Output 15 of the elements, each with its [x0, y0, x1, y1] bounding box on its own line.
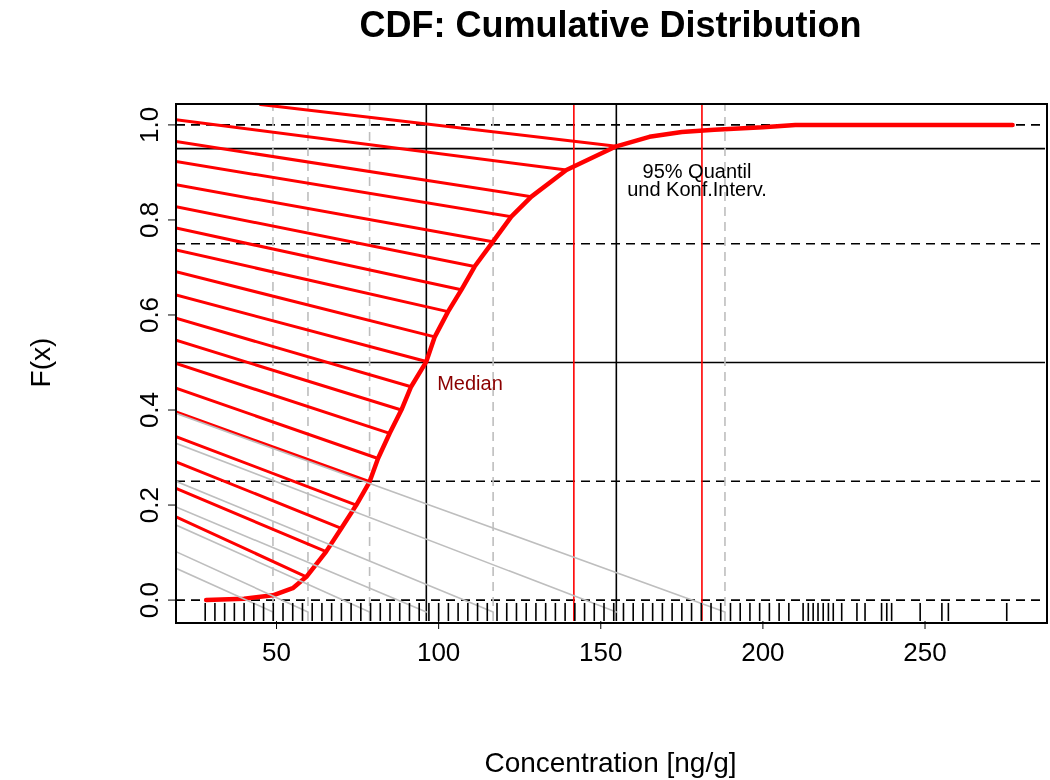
- y-tick-label: 0.2: [134, 486, 164, 524]
- annotation: Median: [437, 372, 503, 394]
- x-tick-label: 50: [262, 637, 291, 667]
- x-tick-label: 250: [903, 637, 947, 667]
- y-tick-label: 0.8: [134, 201, 164, 239]
- y-tick-label: 1.0: [134, 106, 164, 143]
- y-tick-label: 0.4: [134, 391, 164, 429]
- x-tick-label: 200: [741, 637, 785, 667]
- x-tick-label: 100: [416, 637, 461, 667]
- y-axis-title: F(x): [25, 337, 56, 388]
- x-tick-label: 150: [579, 637, 623, 667]
- y-tick-label: 0.0: [134, 582, 164, 619]
- chart-title: CDF: Cumulative Distribution: [358, 4, 863, 46]
- x-axis-title: Concentration [ng/g]: [484, 747, 737, 778]
- y-tick-label: 0.6: [134, 296, 164, 334]
